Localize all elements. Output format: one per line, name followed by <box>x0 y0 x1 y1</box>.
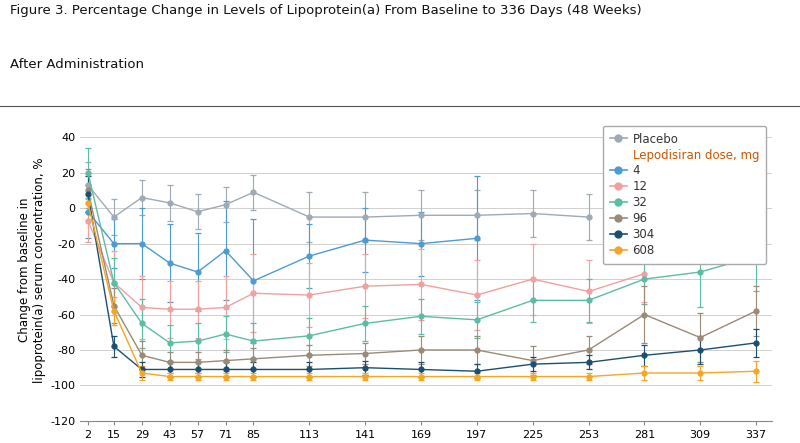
Y-axis label: Change from baseline in
lipoprotein(a) serum concentration, %: Change from baseline in lipoprotein(a) s… <box>18 157 46 383</box>
Text: Figure 3. Percentage Change in Levels of Lipoprotein(a) From Baseline to 336 Day: Figure 3. Percentage Change in Levels of… <box>10 4 642 17</box>
Legend: Placebo, Lepodisiran dose, mg, 4, 12, 32, 96, 304, 608: Placebo, Lepodisiran dose, mg, 4, 12, 32… <box>603 125 766 264</box>
Text: After Administration: After Administration <box>10 58 144 70</box>
